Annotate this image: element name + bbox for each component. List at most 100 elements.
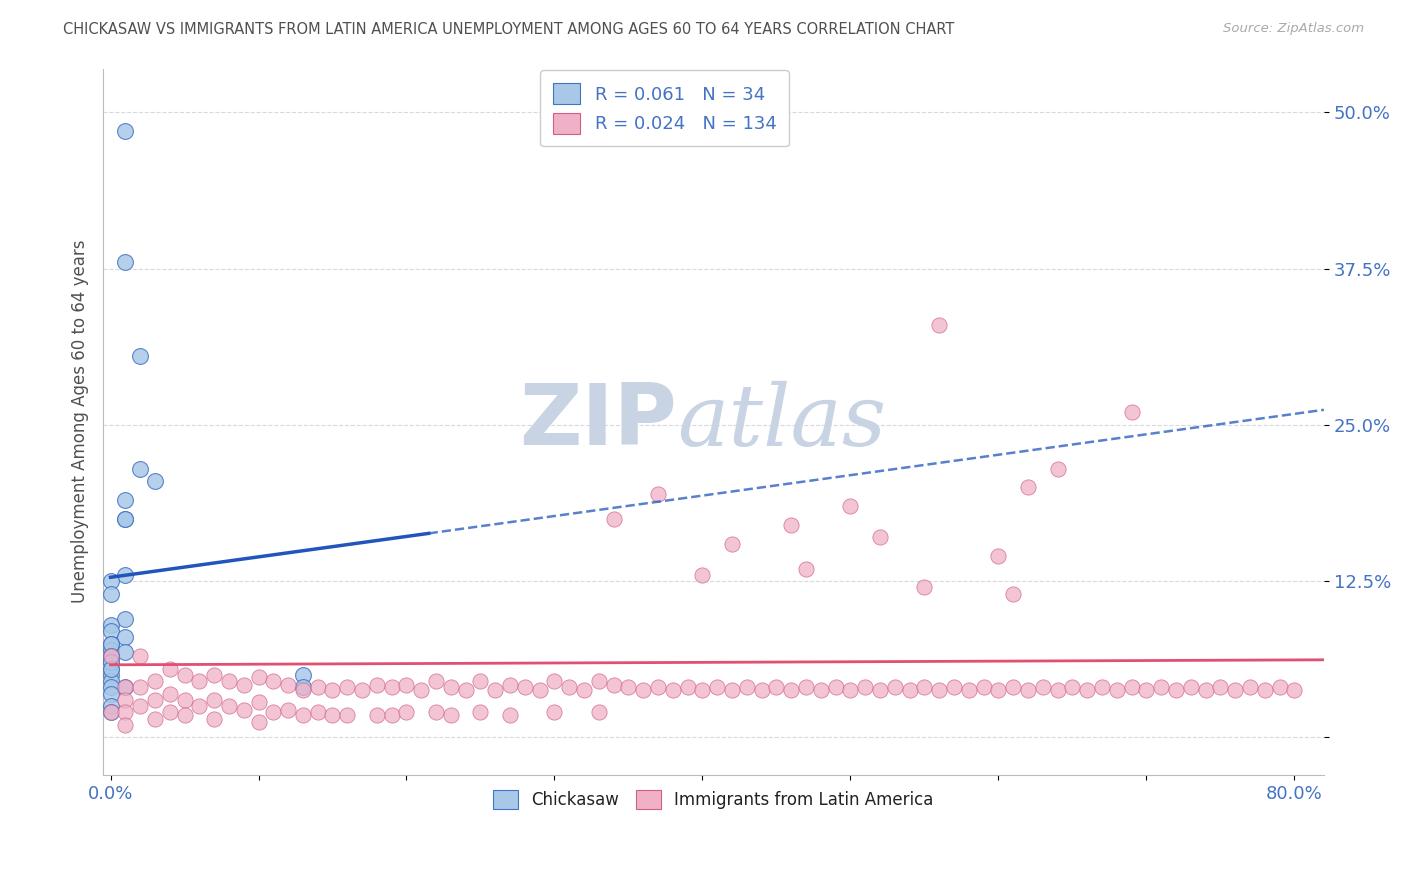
- Point: [647, 681, 669, 695]
- Point: [291, 707, 314, 722]
- Point: [780, 682, 803, 697]
- Point: [202, 668, 225, 682]
- Text: ZIP: ZIP: [519, 380, 676, 463]
- Point: [1105, 682, 1128, 697]
- Point: [721, 536, 744, 550]
- Point: [943, 681, 966, 695]
- Point: [898, 682, 921, 697]
- Point: [484, 682, 506, 697]
- Y-axis label: Unemployment Among Ages 60 to 64 years: Unemployment Among Ages 60 to 64 years: [72, 240, 89, 603]
- Point: [987, 682, 1010, 697]
- Point: [100, 648, 122, 663]
- Point: [543, 674, 565, 689]
- Point: [883, 681, 905, 695]
- Point: [291, 668, 314, 682]
- Point: [780, 517, 803, 532]
- Point: [129, 461, 152, 475]
- Point: [440, 681, 463, 695]
- Point: [114, 511, 136, 525]
- Point: [912, 580, 935, 594]
- Point: [277, 703, 299, 717]
- Point: [1239, 681, 1261, 695]
- Point: [1180, 681, 1202, 695]
- Point: [143, 474, 166, 488]
- Point: [202, 693, 225, 707]
- Point: [336, 681, 359, 695]
- Point: [1091, 681, 1114, 695]
- Point: [247, 695, 270, 709]
- Point: [232, 678, 254, 692]
- Point: [262, 706, 284, 720]
- Point: [1017, 480, 1039, 494]
- Point: [321, 707, 343, 722]
- Point: [721, 682, 744, 697]
- Point: [631, 682, 654, 697]
- Point: [529, 682, 551, 697]
- Point: [706, 681, 728, 695]
- Point: [1002, 586, 1025, 600]
- Point: [100, 662, 122, 676]
- Point: [100, 636, 122, 650]
- Point: [470, 674, 492, 689]
- Point: [114, 611, 136, 625]
- Point: [129, 699, 152, 714]
- Point: [100, 642, 122, 657]
- Point: [307, 681, 329, 695]
- Point: [395, 706, 418, 720]
- Point: [1002, 681, 1025, 695]
- Point: [336, 707, 359, 722]
- Point: [173, 707, 195, 722]
- Point: [114, 567, 136, 582]
- Point: [247, 670, 270, 684]
- Point: [1223, 682, 1246, 697]
- Point: [572, 682, 595, 697]
- Point: [869, 682, 891, 697]
- Point: [1194, 682, 1216, 697]
- Point: [114, 681, 136, 695]
- Point: [100, 655, 122, 669]
- Point: [100, 706, 122, 720]
- Point: [100, 655, 122, 669]
- Point: [1150, 681, 1173, 695]
- Point: [1209, 681, 1232, 695]
- Point: [588, 706, 610, 720]
- Point: [558, 681, 581, 695]
- Point: [676, 681, 699, 695]
- Point: [1017, 682, 1039, 697]
- Point: [114, 630, 136, 644]
- Point: [411, 682, 433, 697]
- Point: [1268, 681, 1291, 695]
- Point: [188, 699, 211, 714]
- Point: [202, 712, 225, 726]
- Point: [218, 674, 240, 689]
- Point: [277, 678, 299, 692]
- Point: [381, 707, 404, 722]
- Point: [262, 674, 284, 689]
- Point: [352, 682, 374, 697]
- Point: [100, 617, 122, 632]
- Point: [291, 682, 314, 697]
- Point: [143, 693, 166, 707]
- Point: [692, 682, 714, 697]
- Point: [100, 636, 122, 650]
- Point: [188, 674, 211, 689]
- Legend: Chickasaw, Immigrants from Latin America: Chickasaw, Immigrants from Latin America: [486, 783, 941, 816]
- Point: [928, 318, 950, 332]
- Point: [543, 706, 565, 720]
- Point: [1121, 405, 1143, 419]
- Point: [232, 703, 254, 717]
- Point: [143, 712, 166, 726]
- Point: [588, 674, 610, 689]
- Point: [395, 678, 418, 692]
- Point: [173, 693, 195, 707]
- Text: Source: ZipAtlas.com: Source: ZipAtlas.com: [1223, 22, 1364, 36]
- Point: [114, 511, 136, 525]
- Point: [647, 486, 669, 500]
- Point: [100, 662, 122, 676]
- Point: [1135, 682, 1157, 697]
- Point: [824, 681, 846, 695]
- Point: [513, 681, 536, 695]
- Point: [143, 674, 166, 689]
- Point: [440, 707, 463, 722]
- Point: [1121, 681, 1143, 695]
